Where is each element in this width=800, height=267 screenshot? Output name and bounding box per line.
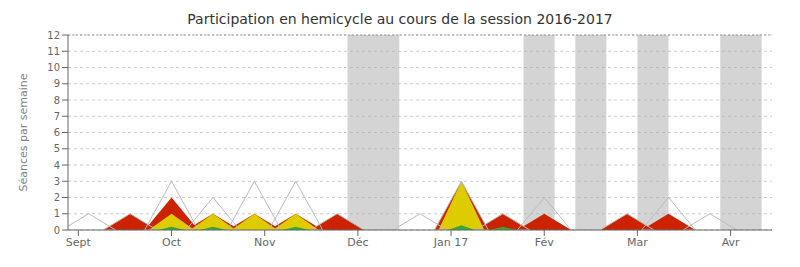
svg-text:12: 12 [47, 30, 60, 41]
svg-text:Avr: Avr [722, 236, 740, 249]
svg-text:Sept: Sept [66, 236, 92, 249]
svg-text:Oct: Oct [162, 236, 182, 249]
svg-text:4: 4 [54, 160, 60, 171]
svg-text:Jan 17: Jan 17 [433, 236, 468, 249]
svg-text:9: 9 [54, 78, 60, 89]
svg-text:2: 2 [54, 192, 60, 203]
svg-text:10: 10 [47, 62, 60, 73]
svg-text:7: 7 [54, 111, 60, 122]
svg-text:Séances par semaine: Séances par semaine [17, 73, 30, 191]
svg-text:Fév: Fév [535, 236, 554, 249]
svg-text:Déc: Déc [347, 236, 368, 249]
svg-text:0: 0 [54, 225, 60, 236]
svg-text:5: 5 [54, 143, 60, 154]
svg-text:Nov: Nov [254, 236, 276, 249]
svg-text:Mar: Mar [627, 236, 648, 249]
svg-text:6: 6 [54, 127, 60, 138]
svg-text:3: 3 [54, 176, 60, 187]
svg-text:11: 11 [47, 46, 60, 57]
svg-text:1: 1 [54, 208, 60, 219]
html-text:Participation en hemicycle au: Participation en hemicycle au cours de l… [187, 11, 613, 27]
svg-text:8: 8 [54, 95, 60, 106]
